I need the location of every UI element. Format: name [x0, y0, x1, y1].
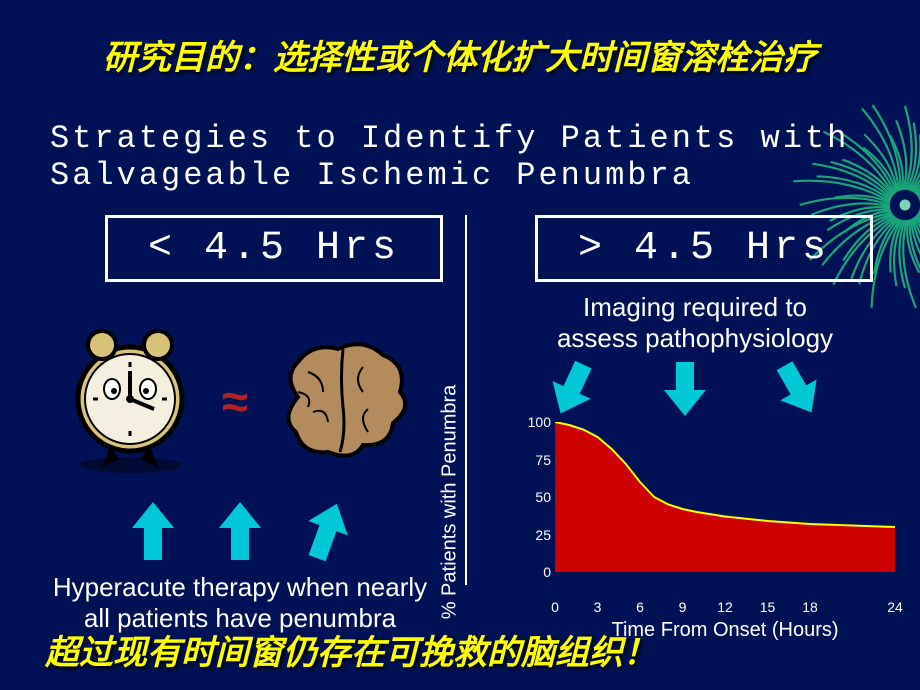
- brain-icon: [268, 337, 418, 467]
- ytick: 50: [521, 489, 551, 505]
- subtitle-line2: Salvageable Ischemic Penumbra: [50, 157, 694, 194]
- xtick: 3: [588, 599, 608, 615]
- slide-footer: 超过现有时间窗仍存在可挽救的脑组织！: [45, 625, 657, 674]
- up-arrow-icon: [219, 502, 261, 560]
- right-caption-line1: Imaging required to: [583, 292, 807, 322]
- left-caption-line1: Hyperacute therapy when nearly: [53, 572, 427, 602]
- slide-subtitle: Strategies to Identify Patients with Sal…: [50, 120, 849, 194]
- xtick: 15: [758, 599, 778, 615]
- gt-4-5-hrs-box: > 4.5 Hrs: [535, 215, 873, 282]
- penumbra-chart: % Patients with Penumbra 0255075100 0369…: [515, 422, 895, 597]
- xtick: 6: [630, 599, 650, 615]
- ytick: 25: [521, 527, 551, 543]
- clock-icon: [62, 327, 202, 477]
- xtick: 24: [885, 599, 905, 615]
- up-arrow-icon: [132, 502, 174, 560]
- right-panel: > 4.5 Hrs Imaging required to assess pat…: [485, 215, 905, 597]
- subtitle-line1: Strategies to Identify Patients with: [50, 120, 849, 157]
- xtick: 12: [715, 599, 735, 615]
- ytick: 75: [521, 452, 551, 468]
- right-caption-line2: assess pathophysiology: [557, 323, 833, 353]
- right-caption: Imaging required to assess pathophysiolo…: [485, 292, 905, 354]
- ytick: 0: [521, 564, 551, 580]
- slide-title: 研究目的：选择性或个体化扩大时间窗溶栓治疗: [0, 30, 920, 79]
- left-graphics: ≈: [30, 312, 450, 492]
- xtick: 18: [800, 599, 820, 615]
- approx-symbol: ≈: [222, 375, 248, 430]
- ytick: 100: [521, 414, 551, 430]
- down-arrow-icon: [767, 355, 830, 423]
- xtick: 0: [545, 599, 565, 615]
- left-panel: < 4.5 Hrs ≈: [30, 215, 450, 634]
- chart-area: [555, 422, 895, 572]
- up-arrow-icon: [297, 497, 356, 566]
- left-arrows: [30, 502, 450, 560]
- lt-4-5-hrs-box: < 4.5 Hrs: [105, 215, 443, 282]
- xtick: 9: [673, 599, 693, 615]
